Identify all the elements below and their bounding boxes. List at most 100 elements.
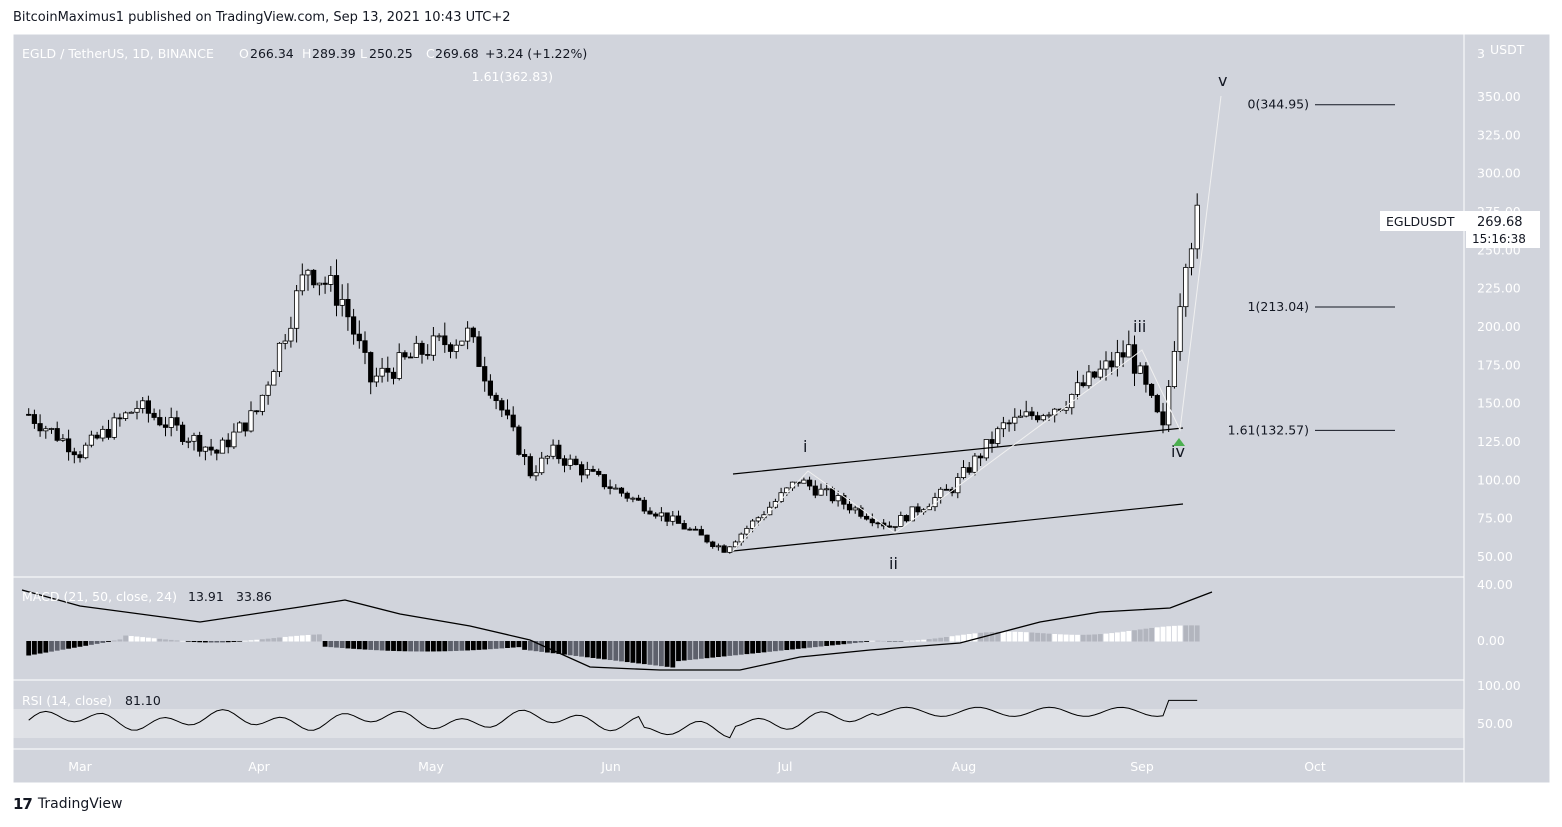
macd-bar bbox=[830, 641, 835, 646]
channel-upper bbox=[732, 427, 1184, 475]
candle-body bbox=[875, 522, 881, 525]
macd-bar bbox=[533, 641, 539, 652]
candle-body bbox=[425, 354, 431, 356]
candle-body bbox=[556, 444, 562, 460]
macd-bar bbox=[271, 638, 277, 642]
macd-bar bbox=[938, 637, 944, 642]
macd-bar bbox=[459, 641, 465, 651]
candle-body bbox=[1149, 383, 1155, 396]
candles bbox=[26, 193, 1200, 554]
macd-bar bbox=[989, 632, 995, 642]
candle-body bbox=[755, 517, 761, 522]
candle-body bbox=[909, 506, 915, 522]
candle-body bbox=[174, 417, 180, 426]
y-axis-ticks: 350.00325.00300.00275.00250.00225.00200.… bbox=[1477, 89, 1521, 564]
candle-body bbox=[31, 414, 38, 424]
macd-bar bbox=[664, 641, 670, 667]
candle-body bbox=[476, 336, 482, 367]
candle-body bbox=[590, 469, 596, 472]
y-tick-label: 150.00 bbox=[1477, 396, 1521, 411]
wave-path bbox=[732, 95, 1222, 552]
price-axis[interactable] bbox=[1464, 34, 1550, 783]
chart-background bbox=[13, 34, 1464, 783]
macd-bar bbox=[522, 641, 527, 650]
candle-body bbox=[698, 529, 704, 536]
candle-body bbox=[430, 335, 437, 356]
macd-bar bbox=[1023, 632, 1029, 642]
candle-body bbox=[37, 423, 43, 432]
candle-body bbox=[316, 282, 323, 286]
candle-body bbox=[333, 275, 340, 306]
macd-bar bbox=[1126, 630, 1132, 642]
macd-bar bbox=[847, 641, 852, 644]
candle-body bbox=[311, 269, 317, 286]
candle-body bbox=[151, 412, 157, 418]
macd-bar bbox=[1166, 626, 1172, 642]
candle-body bbox=[846, 503, 853, 511]
macd-bar bbox=[761, 641, 767, 653]
candle-body bbox=[1040, 415, 1046, 421]
x-axis-ticks: Mar Apr May Jun Jul Aug Sep Oct bbox=[68, 759, 1326, 774]
fib-label: 1.61(132.57) bbox=[1228, 422, 1309, 437]
macd-bar bbox=[248, 640, 254, 642]
macd-bar bbox=[77, 641, 83, 647]
candle-body bbox=[248, 410, 254, 432]
candle-body bbox=[1000, 422, 1007, 430]
candle-body bbox=[197, 434, 203, 452]
macd-bar bbox=[733, 641, 738, 656]
macd-bar bbox=[527, 641, 533, 651]
macd-bar bbox=[852, 641, 858, 644]
macd-bar bbox=[755, 641, 761, 653]
candle-body bbox=[818, 488, 824, 496]
macd-bar bbox=[659, 641, 664, 667]
macd-bar bbox=[146, 637, 151, 642]
candle-body bbox=[390, 371, 397, 379]
footer-brand[interactable]: TradingView bbox=[37, 796, 123, 812]
macd-bar bbox=[402, 641, 408, 652]
rsi-label: RSI (14, close) bbox=[22, 693, 112, 708]
macd-bar bbox=[425, 641, 431, 652]
macd-bar bbox=[191, 641, 197, 643]
candle-body bbox=[647, 510, 653, 515]
macd-bar bbox=[1137, 629, 1143, 642]
candle-body bbox=[750, 520, 756, 529]
candle-body bbox=[265, 384, 271, 396]
candle-body bbox=[533, 472, 539, 477]
candle-body bbox=[464, 327, 471, 342]
macd-bar bbox=[163, 639, 168, 642]
candle-body bbox=[630, 497, 636, 500]
legend-symbol: EGLD / TetherUS, 1D, BINANCE bbox=[22, 46, 214, 61]
macd-bar bbox=[317, 634, 322, 642]
macd-bar bbox=[328, 641, 334, 648]
candle-body bbox=[419, 342, 425, 355]
macd-bar bbox=[311, 634, 317, 642]
macd-bar bbox=[351, 641, 356, 649]
candle-body bbox=[504, 409, 511, 416]
macd-bar bbox=[1029, 632, 1035, 642]
macd-bar bbox=[750, 641, 755, 654]
fib-label: 1(213.04) bbox=[1248, 299, 1309, 314]
fib-levels: 1.61(362.83) 0(344.95) 1(213.04) 1.61(132.5… bbox=[472, 69, 1395, 437]
macd-label: MACD (21, 50, close, 24) bbox=[22, 589, 177, 604]
macd-bar bbox=[339, 641, 345, 649]
macd-bar bbox=[1035, 632, 1040, 642]
macd-bar bbox=[83, 641, 89, 646]
macd-bar bbox=[641, 641, 647, 665]
candle-body bbox=[835, 495, 841, 502]
legend-c-label: C bbox=[426, 46, 435, 61]
publish-text: BitcoinMaximus1 published on TradingView… bbox=[13, 10, 511, 25]
wave-label-iii: iii bbox=[1133, 317, 1146, 336]
macd-bar bbox=[892, 641, 898, 642]
macd-bar bbox=[197, 641, 203, 643]
last-price: 269.68 bbox=[1477, 215, 1523, 230]
candle-body bbox=[721, 545, 727, 553]
macd-bar bbox=[721, 641, 727, 657]
macd-bar bbox=[818, 641, 824, 647]
macd-bar bbox=[379, 641, 385, 651]
tradingview-logo-icon: 𝟭𝟳 bbox=[13, 795, 33, 813]
candle-body bbox=[71, 451, 77, 456]
candle-body bbox=[1069, 394, 1075, 409]
candle-body bbox=[345, 298, 351, 318]
macd-bar bbox=[590, 641, 596, 658]
